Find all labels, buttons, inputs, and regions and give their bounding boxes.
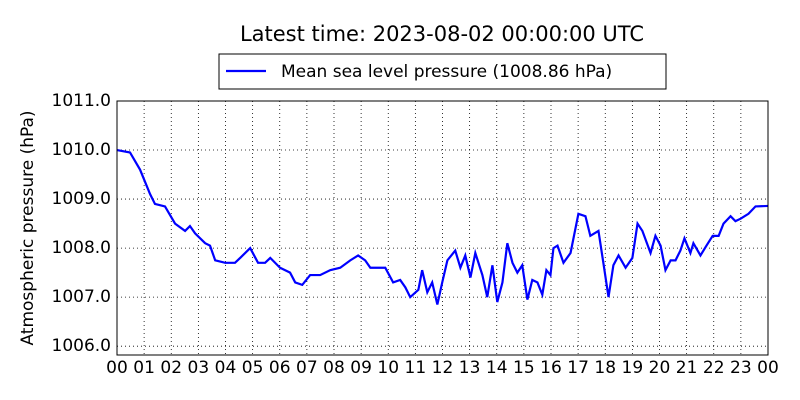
x-tick-label: 05 [242, 358, 264, 378]
x-tick-label: 20 [649, 358, 671, 378]
y-tick-label: 1008.0 [52, 238, 111, 258]
x-tick-label: 13 [459, 358, 481, 378]
x-tick-label: 11 [405, 358, 427, 378]
x-tick-label: 16 [540, 358, 562, 378]
x-tick-label: 07 [296, 358, 318, 378]
x-tick-label: 22 [703, 358, 725, 378]
x-tick-label: 10 [377, 358, 399, 378]
y-tick-label: 1010.0 [52, 140, 111, 160]
legend-box [218, 53, 667, 90]
data-line [116, 148, 769, 305]
x-tick-label: 06 [269, 358, 291, 378]
x-tick-label: 04 [215, 358, 237, 378]
x-tick-label: 19 [622, 358, 644, 378]
y-tick-label: 1011.0 [52, 91, 111, 111]
x-tick-label: 17 [567, 358, 589, 378]
plot-frame [116, 100, 769, 356]
x-tick-label: 21 [676, 358, 698, 378]
x-tick-label: 08 [323, 358, 345, 378]
x-tick-label: 23 [730, 358, 752, 378]
x-tick-label: 00 [757, 358, 779, 378]
x-tick-label: 03 [188, 358, 210, 378]
x-tick-label: 01 [133, 358, 155, 378]
y-tick-label: 1009.0 [52, 189, 111, 209]
x-tick-label: 09 [350, 358, 372, 378]
x-tick-label: 12 [432, 358, 454, 378]
y-tick-label: 1006.0 [52, 336, 111, 356]
legend-label: Mean sea level pressure (1008.86 hPa) [281, 62, 612, 82]
x-tick-label: 02 [160, 358, 182, 378]
y-axis-label: Atmospheric pressure (hPa) [18, 110, 38, 345]
chart-title: Latest time: 2023-08-02 00:00:00 UTC [240, 22, 644, 46]
x-tick-label: 18 [594, 358, 616, 378]
x-tick-label: 15 [513, 358, 535, 378]
y-tick-label: 1007.0 [52, 287, 111, 307]
x-tick-label: 14 [486, 358, 508, 378]
x-tick-label: 00 [106, 358, 128, 378]
